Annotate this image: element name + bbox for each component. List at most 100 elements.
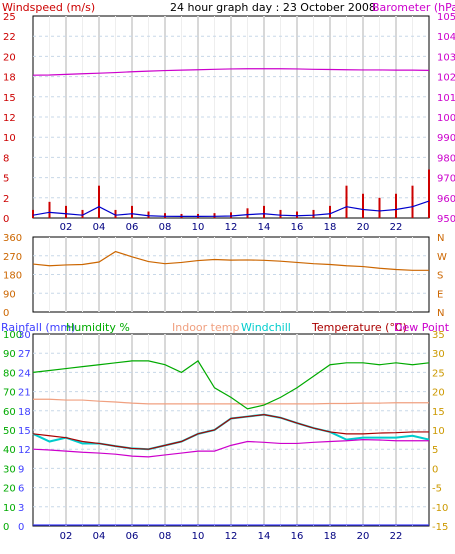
- lower-x-tick-label: 04: [93, 531, 106, 542]
- windspeed-bar: [164, 213, 166, 218]
- windspeed-bar: [345, 185, 348, 218]
- wind-y-tick-label: 20: [3, 52, 16, 63]
- windspeed-bar: [65, 205, 67, 218]
- rainfall-y-tick-label: 30: [18, 330, 31, 341]
- upper-x-tick-label: 04: [93, 222, 106, 233]
- lower-x-tick-label: 08: [159, 531, 172, 542]
- windspeed-bar: [411, 185, 414, 218]
- humidity-y-tick-label: 20: [3, 484, 16, 495]
- temperature-y-tick-label: -15: [432, 522, 448, 533]
- rainfall-y-tick-label: 9: [18, 464, 24, 475]
- upper-x-tick-label: 16: [291, 222, 304, 233]
- humidity-y-tick-label: 0: [3, 522, 9, 533]
- wind-y-tick-label: 25: [3, 12, 16, 23]
- upper-x-tick-label: 10: [192, 222, 205, 233]
- upper-x-tick-label: 08: [159, 222, 172, 233]
- rainfall-y-tick-label: 21: [18, 388, 31, 399]
- upper-x-tick-label: 14: [258, 222, 271, 233]
- direction-y-tick-label: 90: [3, 289, 16, 300]
- lower-x-tick-label: 02: [60, 531, 73, 542]
- compass-tick-label: W: [437, 252, 447, 263]
- humidity-line: [32, 360, 430, 410]
- lower-x-tick-label: 22: [390, 531, 403, 542]
- windspeed-bar: [48, 201, 51, 218]
- rainfall-y-tick-label: 15: [18, 426, 31, 437]
- temperature-line: [32, 414, 429, 450]
- temperature-y-tick-label: 15: [432, 407, 445, 418]
- barometer-y-tick-label: 1010: [437, 93, 455, 104]
- humidity-y-tick-label: 80: [3, 368, 16, 379]
- upper-x-tick-label: 18: [324, 222, 337, 233]
- humidity-y-tick-label: 70: [3, 388, 16, 399]
- temperature-panel: 0102030405060708090100036912151821242730…: [3, 330, 448, 533]
- windspeed-bar: [378, 197, 381, 218]
- windspeed-bar: [279, 209, 282, 218]
- humidity-axis-title: Humidity %: [66, 321, 130, 334]
- lower-x-tick-label: 14: [258, 531, 271, 542]
- rainfall-y-tick-label: 3: [18, 503, 24, 514]
- windspeed-bar: [147, 211, 150, 218]
- upper-x-tick-label: 22: [390, 222, 403, 233]
- wind-y-tick-label: 2: [3, 194, 9, 205]
- humidity-y-tick-label: 90: [3, 349, 16, 360]
- humidity-y-tick-label: 30: [3, 464, 16, 475]
- barometer-y-tick-label: 990: [437, 133, 455, 144]
- rainfall-axis-title: Rainfall (mm): [1, 321, 75, 334]
- windspeed-bar: [98, 185, 100, 218]
- windspeed-bar: [296, 211, 298, 218]
- windspeed-bar: [32, 209, 34, 218]
- temperature-y-tick-label: 10: [432, 426, 445, 437]
- temperature-y-tick-label: 5: [432, 445, 438, 456]
- windspeed-bar: [213, 213, 216, 218]
- barometer-line: [32, 68, 430, 76]
- compass-tick-label: N: [437, 233, 444, 244]
- dew-point-legend: Dew Point: [394, 321, 450, 334]
- humidity-y-tick-label: 40: [3, 445, 16, 456]
- barometer-y-tick-label: 950: [437, 214, 455, 225]
- lower-x-tick-label: 10: [192, 531, 205, 542]
- dew-point-line: [32, 438, 429, 458]
- windspeed-bar: [329, 205, 331, 218]
- graph-title: 24 hour graph day : 23 October 2008: [170, 1, 376, 14]
- wind-y-tick-label: 18: [3, 73, 16, 84]
- compass-tick-label: E: [437, 289, 443, 300]
- compass-tick-label: S: [437, 271, 443, 282]
- lower-x-tick-label: 20: [357, 531, 370, 542]
- wind-y-tick-label: 12: [3, 113, 16, 124]
- rainfall-y-tick-label: 27: [18, 349, 31, 360]
- windspeed-bar: [230, 212, 232, 218]
- temperature-y-tick-label: 0: [432, 464, 438, 475]
- rainfall-y-tick-label: 24: [18, 368, 31, 379]
- wind-average-line: [32, 200, 430, 217]
- temperature-legend: Temperature (°C): [311, 321, 407, 334]
- wind-y-tick-label: 8: [3, 153, 9, 164]
- windspeed-bar: [131, 205, 133, 218]
- temperature-y-tick-label: 35: [432, 330, 445, 341]
- wind-y-tick-label: 0: [3, 214, 9, 225]
- windchill-legend: Windchill: [241, 321, 291, 334]
- humidity-y-tick-label: 50: [3, 426, 16, 437]
- upper-x-tick-label: 20: [357, 222, 370, 233]
- temperature-y-tick-label: -10: [432, 503, 448, 514]
- temperature-y-tick-label: 20: [432, 388, 445, 399]
- lower-x-tick-label: 16: [291, 531, 304, 542]
- barometer-y-tick-label: 1040: [437, 32, 455, 43]
- windspeed-bar: [246, 208, 249, 218]
- windspeed-bar: [81, 209, 84, 218]
- windspeed-bar: [395, 193, 397, 218]
- rainfall-y-tick-label: 12: [18, 445, 31, 456]
- upper-x-tick-label: 02: [60, 222, 73, 233]
- indoor-temp-legend: Indoor temp: [172, 321, 239, 334]
- upper-x-tick-label: 06: [126, 222, 139, 233]
- humidity-y-tick-label: 60: [3, 407, 16, 418]
- rainfall-y-tick-label: 6: [18, 484, 24, 495]
- barometer-y-tick-label: 970: [437, 174, 455, 185]
- windspeed-bar: [114, 209, 117, 218]
- windspeed-bar: [263, 205, 265, 218]
